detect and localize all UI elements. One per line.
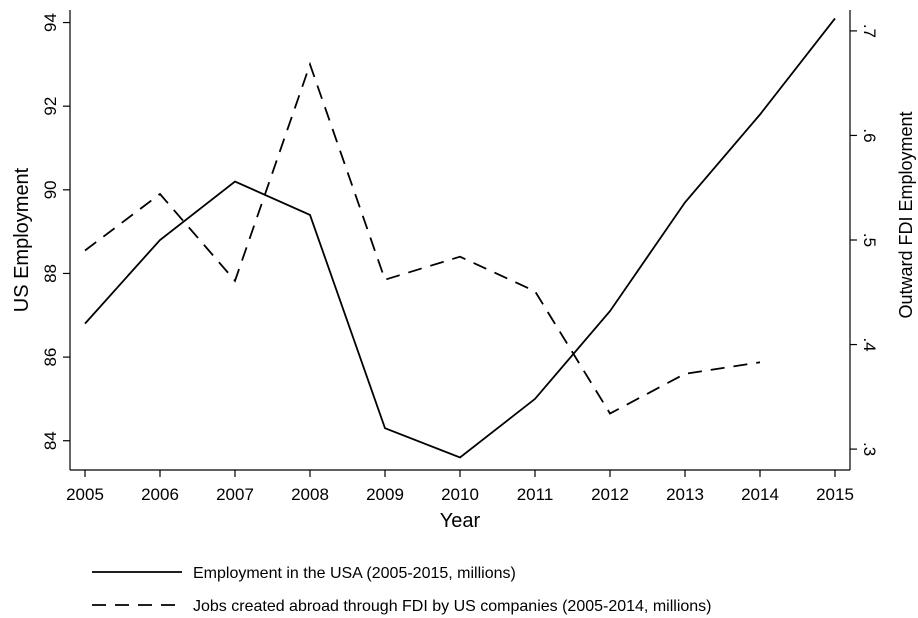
right-y-tick-label: .3 bbox=[860, 442, 879, 456]
series-line-us-employment bbox=[84, 17, 836, 459]
left-y-tick-label: 84 bbox=[41, 431, 60, 450]
x-tick-label: 2007 bbox=[216, 485, 254, 504]
right-y-tick-label: .4 bbox=[860, 337, 879, 351]
x-tick-label: 2011 bbox=[517, 485, 554, 504]
x-axis-label: Year bbox=[440, 510, 481, 532]
right-y-axis-label: Outward FDI Employment bbox=[896, 111, 916, 318]
x-axis-ticks: 2005 2006 2007 2008 2009 2010 2011 2012 2013 2014… bbox=[66, 470, 854, 504]
x-tick-label: 2005 bbox=[66, 485, 104, 504]
legend-label-fdi-employment: Jobs created abroad through FDI by US co… bbox=[193, 598, 712, 615]
left-y-tick-label: 86 bbox=[41, 348, 60, 367]
left-y-axis-ticks: 84 86 88 90 92 94 bbox=[41, 13, 70, 450]
left-y-tick-label: 88 bbox=[41, 264, 60, 283]
x-tick-label: 2008 bbox=[291, 485, 329, 504]
x-tick-label: 2014 bbox=[741, 485, 779, 504]
series-line-fdi-employment bbox=[84, 61, 761, 415]
right-y-tick-label: .6 bbox=[860, 128, 879, 142]
x-tick-label: 2010 bbox=[441, 485, 479, 504]
right-y-axis-ticks: .3 .4 .5 .6 .7 bbox=[850, 24, 879, 456]
left-y-tick-label: 94 bbox=[41, 13, 60, 32]
right-y-tick-label: .5 bbox=[860, 233, 879, 247]
legend-label-us-employment: Employment in the USA (2005-2015, millio… bbox=[193, 565, 516, 582]
right-y-tick-label: .7 bbox=[860, 24, 879, 38]
legend: Employment in the USA (2005-2015, millio… bbox=[92, 565, 712, 615]
left-y-tick-label: 90 bbox=[41, 180, 60, 199]
left-y-axis-label: US Employment bbox=[11, 167, 33, 312]
x-tick-label: 2009 bbox=[366, 485, 404, 504]
x-tick-label: 2012 bbox=[591, 485, 629, 504]
x-tick-label: 2013 bbox=[666, 485, 704, 504]
series-lines bbox=[84, 17, 836, 459]
left-y-tick-label: 92 bbox=[41, 97, 60, 116]
x-tick-label: 2015 bbox=[816, 485, 854, 504]
x-tick-label: 2006 bbox=[141, 485, 179, 504]
